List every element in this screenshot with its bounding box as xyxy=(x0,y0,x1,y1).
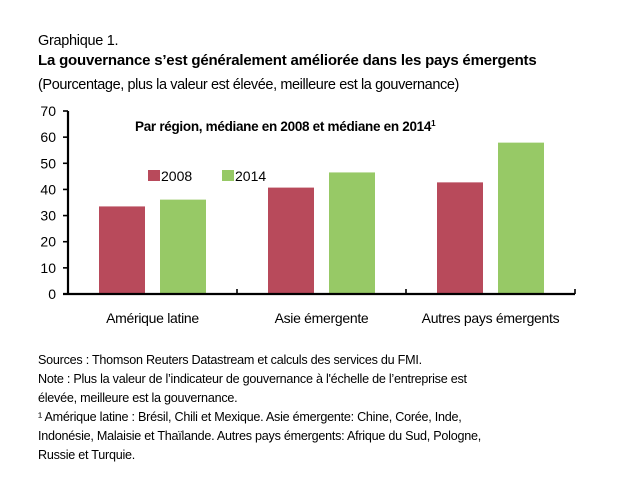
bar-2008-2 xyxy=(437,182,483,294)
x-category-label: Autres pays émergents xyxy=(422,310,560,326)
legend-label-2008: 2008 xyxy=(161,168,192,184)
y-tick-label: 20 xyxy=(40,234,56,250)
note-text-line1: Note : Plus la valeur de l’indicateur de… xyxy=(38,372,467,386)
y-tick-label: 40 xyxy=(40,181,56,197)
chart-notes: Sources : Thomson Reuters Datastream et … xyxy=(38,351,598,465)
plot-title-text: Par région, médiane en 2008 et médiane e… xyxy=(135,119,432,134)
y-tick-label: 0 xyxy=(48,286,56,302)
bar-2014-1 xyxy=(329,172,375,294)
plot-title-superscript: 1 xyxy=(431,119,436,128)
x-category-label: Asie émergente xyxy=(275,310,369,326)
x-axis: Amérique latine Asie émergente Autres pays… xyxy=(63,289,576,326)
y-tick-label: 30 xyxy=(40,208,56,224)
bar-2014-2 xyxy=(498,142,544,294)
graph-label: Graphique 1. xyxy=(38,33,119,49)
plot-title: Par région, médiane en 2008 et médiane e… xyxy=(135,119,436,134)
legend: 2008 2014 xyxy=(148,168,266,184)
note-text-line2: élevée, meilleure est la gouvernance. xyxy=(38,391,238,405)
bar-chart: Par région, médiane en 2008 et médiane e… xyxy=(40,103,576,326)
chart-subtitle: (Pourcentage, plus la valeur est élevée,… xyxy=(38,77,459,93)
y-tick-label: 60 xyxy=(40,129,56,145)
bar-2008-1 xyxy=(268,187,314,294)
chart-title: La gouvernance s’est généralement amélio… xyxy=(38,52,537,69)
legend-swatch-2008 xyxy=(148,170,160,181)
footnote-line3: Russie et Turquie. xyxy=(38,448,135,462)
y-tick-label: 10 xyxy=(40,260,56,276)
x-category-label: Amérique latine xyxy=(106,310,199,326)
legend-label-2014: 2014 xyxy=(235,168,266,184)
svg-text:Par région, médiane en 2008 e: Par région, médiane en 2008 et médiane e… xyxy=(135,119,436,134)
y-tick-label: 70 xyxy=(40,103,56,119)
bar-2014-0 xyxy=(160,199,206,294)
footnote-line1: ¹ Amérique latine : Brésil, Chili et Mex… xyxy=(38,410,462,424)
sources-text: Sources : Thomson Reuters Datastream et … xyxy=(38,353,422,367)
y-tick-label: 50 xyxy=(40,155,56,171)
footnote-line2: Indonésie, Malaisie et Thaïlande. Autres… xyxy=(38,429,481,443)
y-axis: 0 10 20 30 40 50 60 70 xyxy=(40,103,70,302)
bars-group xyxy=(99,142,544,294)
legend-swatch-2014 xyxy=(222,170,234,181)
bar-2008-0 xyxy=(99,206,145,294)
